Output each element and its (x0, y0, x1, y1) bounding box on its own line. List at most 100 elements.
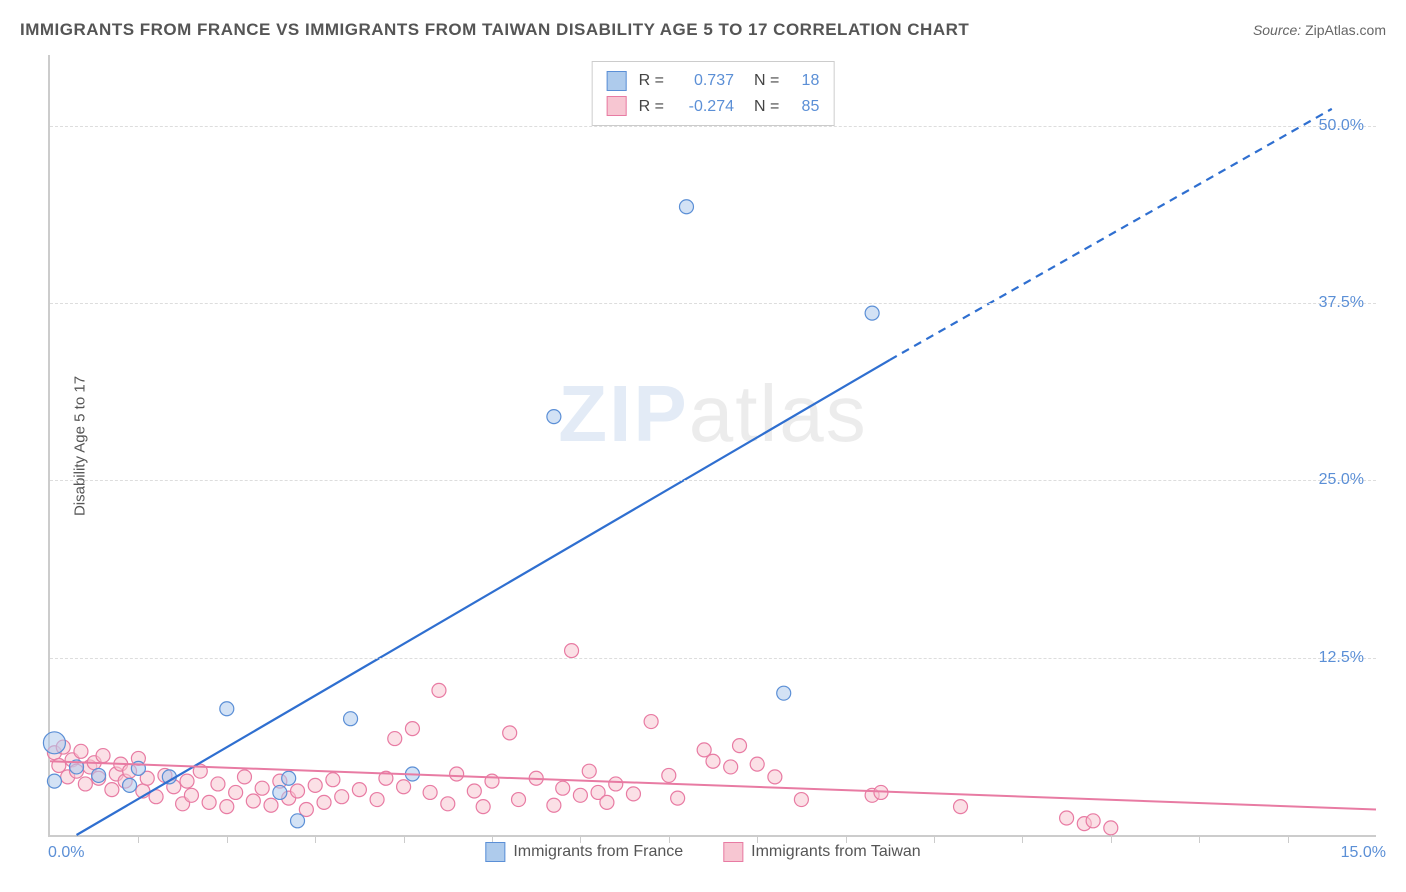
data-point (750, 757, 764, 771)
data-point (92, 768, 106, 782)
x-tick (1111, 835, 1112, 843)
data-point (556, 781, 570, 795)
data-point (211, 777, 225, 791)
data-point (582, 764, 596, 778)
data-point (47, 774, 61, 788)
data-point (291, 784, 305, 798)
data-point (96, 749, 110, 763)
x-tick (934, 835, 935, 843)
chart-svg (50, 55, 1376, 835)
data-point (450, 767, 464, 781)
data-point (733, 739, 747, 753)
data-point (777, 686, 791, 700)
gridline (50, 303, 1376, 304)
data-point (476, 800, 490, 814)
data-point (74, 744, 88, 758)
y-tick-label: 50.0% (1319, 117, 1364, 135)
data-point (105, 783, 119, 797)
data-point (43, 732, 65, 754)
data-point (78, 777, 92, 791)
data-point (370, 793, 384, 807)
gridline (50, 480, 1376, 481)
source-attribution: Source: ZipAtlas.com (1253, 22, 1386, 38)
data-point (565, 644, 579, 658)
data-point (954, 800, 968, 814)
gridline (50, 658, 1376, 659)
data-point (671, 791, 685, 805)
y-tick-label: 25.0% (1319, 471, 1364, 489)
data-point (432, 683, 446, 697)
x-tick (1288, 835, 1289, 843)
data-point (768, 770, 782, 784)
x-tick (404, 835, 405, 843)
data-point (335, 790, 349, 804)
source-value: ZipAtlas.com (1305, 22, 1386, 38)
legend-item-france: Immigrants from France (485, 842, 683, 862)
data-point (317, 795, 331, 809)
data-point (229, 785, 243, 799)
data-point (184, 788, 198, 802)
data-point (291, 814, 305, 828)
y-tick-label: 12.5% (1319, 649, 1364, 667)
data-point (679, 200, 693, 214)
x-tick (138, 835, 139, 843)
data-point (609, 777, 623, 791)
data-point (220, 800, 234, 814)
swatch-france-icon (485, 842, 505, 862)
data-point (405, 722, 419, 736)
data-point (706, 754, 720, 768)
data-point (441, 797, 455, 811)
data-point (573, 788, 587, 802)
data-point (237, 770, 251, 784)
x-tick (227, 835, 228, 843)
data-point (423, 785, 437, 799)
x-origin-label: 0.0% (48, 844, 84, 862)
x-tick (1199, 835, 1200, 843)
trend-line (77, 360, 890, 835)
data-point (308, 778, 322, 792)
y-tick-label: 37.5% (1319, 294, 1364, 312)
legend-label-france: Immigrants from France (513, 843, 683, 861)
data-point (626, 787, 640, 801)
data-point (644, 715, 658, 729)
data-point (547, 798, 561, 812)
data-point (503, 726, 517, 740)
data-point (388, 732, 402, 746)
data-point (255, 781, 269, 795)
data-point (264, 798, 278, 812)
data-point (246, 794, 260, 808)
data-point (600, 795, 614, 809)
data-point (1104, 821, 1118, 835)
chart-title: IMMIGRANTS FROM FRANCE VS IMMIGRANTS FRO… (20, 20, 969, 40)
data-point (794, 793, 808, 807)
swatch-taiwan-icon (723, 842, 743, 862)
gridline (50, 126, 1376, 127)
data-point (512, 793, 526, 807)
data-point (724, 760, 738, 774)
source-label: Source: (1253, 22, 1301, 38)
x-max-label: 15.0% (1341, 844, 1386, 862)
data-point (352, 783, 366, 797)
x-tick (1022, 835, 1023, 843)
trend-line-extended (890, 109, 1332, 360)
data-point (467, 784, 481, 798)
data-point (220, 702, 234, 716)
data-point (547, 410, 561, 424)
data-point (865, 306, 879, 320)
data-point (180, 774, 194, 788)
data-point (1060, 811, 1074, 825)
data-point (282, 771, 296, 785)
legend-item-taiwan: Immigrants from Taiwan (723, 842, 921, 862)
data-point (1086, 814, 1100, 828)
data-point (123, 778, 137, 792)
data-point (273, 785, 287, 799)
series-legend: Immigrants from France Immigrants from T… (485, 842, 920, 862)
x-tick (315, 835, 316, 843)
data-point (662, 768, 676, 782)
data-point (202, 795, 216, 809)
data-point (397, 780, 411, 794)
legend-label-taiwan: Immigrants from Taiwan (751, 843, 921, 861)
plot-area: ZIPatlas R = 0.737 N = 18 R = -0.274 N =… (48, 55, 1376, 837)
data-point (326, 773, 340, 787)
data-point (344, 712, 358, 726)
